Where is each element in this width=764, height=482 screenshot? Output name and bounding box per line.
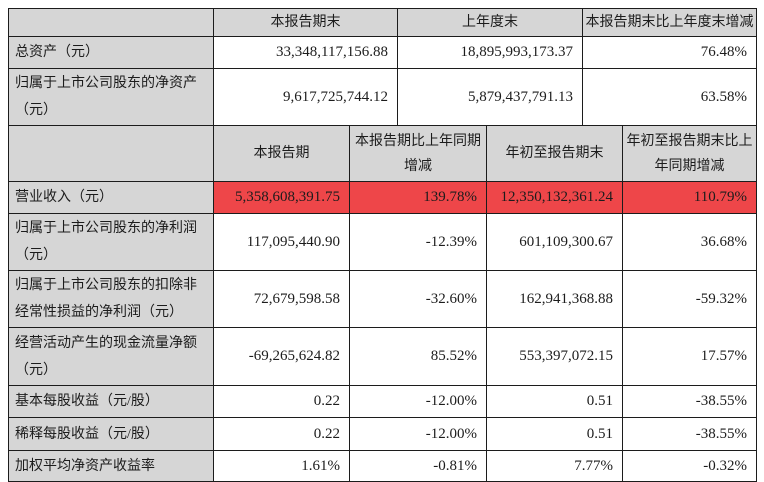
column-header-current-period-end: 本报告期末: [213, 8, 398, 37]
row-label: 归属于上市公司股东的净利润（元）: [8, 213, 214, 271]
value-cell-highlighted: 139.78%: [349, 181, 487, 214]
value-cell: 0.51: [486, 385, 623, 418]
row-net-profit-after-deductions: 归属于上市公司股东的扣除非经常性损益的净利润（元） 72,679,598.58 …: [8, 270, 757, 328]
balance-header-row: 本报告期末 上年度末 本报告期末比上年度末增减: [8, 8, 757, 37]
row-label: 归属于上市公司股东的净资产（元）: [8, 68, 214, 126]
column-header-period-yoy-change: 本报告期比上年同期增减: [349, 125, 487, 182]
row-net-profit: 归属于上市公司股东的净利润（元） 117,095,440.90 -12.39% …: [8, 213, 757, 271]
row-label: 稀释每股收益（元/股）: [8, 417, 214, 451]
value-cell: 76.48%: [582, 36, 757, 69]
row-label: 归属于上市公司股东的扣除非经常性损益的净利润（元）: [8, 270, 214, 328]
value-cell: -69,265,624.82: [213, 327, 350, 386]
value-cell: 85.52%: [349, 327, 487, 386]
value-cell: 601,109,300.67: [486, 213, 623, 271]
value-cell: 18,895,993,173.37: [397, 36, 583, 69]
value-cell-highlighted: 12,350,132,361.24: [486, 181, 623, 214]
column-header-current-period: 本报告期: [213, 125, 350, 182]
corner-cell: [8, 8, 214, 37]
income-summary-table: 本报告期 本报告期比上年同期增减 年初至报告期末 年初至报告期末比上年同期增减 …: [8, 125, 757, 482]
column-header-ytd-yoy-change: 年初至报告期末比上年同期增减: [622, 125, 757, 182]
value-cell: -12.39%: [349, 213, 487, 271]
balance-summary-table: 本报告期末 上年度末 本报告期末比上年度末增减 总资产（元） 33,348,11…: [8, 8, 757, 126]
row-diluted-eps: 稀释每股收益（元/股） 0.22 -12.00% 0.51 -38.55%: [8, 417, 757, 451]
value-cell: 17.57%: [622, 327, 757, 386]
value-cell: 5,879,437,791.13: [397, 68, 583, 126]
value-cell: 7.77%: [486, 450, 623, 482]
row-label: 总资产（元）: [8, 36, 214, 69]
value-cell: 0.22: [213, 385, 350, 418]
value-cell: -59.32%: [622, 270, 757, 328]
row-label: 经营活动产生的现金流量净额（元）: [8, 327, 214, 386]
value-cell-highlighted: 5,358,608,391.75: [213, 181, 350, 214]
value-cell: -32.60%: [349, 270, 487, 328]
row-label: 加权平均净资产收益率: [8, 450, 214, 482]
report-summary-sheet: 本报告期末 上年度末 本报告期末比上年度末增减 总资产（元） 33,348,11…: [8, 8, 757, 482]
value-cell-highlighted: 110.79%: [622, 181, 757, 214]
value-cell: -0.32%: [622, 450, 757, 482]
value-cell: 33,348,117,156.88: [213, 36, 398, 69]
value-cell: 72,679,598.58: [213, 270, 350, 328]
value-cell: -0.81%: [349, 450, 487, 482]
column-header-prior-year-end: 上年度末: [397, 8, 583, 37]
row-basic-eps: 基本每股收益（元/股） 0.22 -12.00% 0.51 -38.55%: [8, 385, 757, 418]
column-header-change-vs-prior-year-end: 本报告期末比上年度末增减: [582, 8, 757, 37]
value-cell: 36.68%: [622, 213, 757, 271]
value-cell: -38.55%: [622, 385, 757, 418]
row-label: 基本每股收益（元/股）: [8, 385, 214, 418]
value-cell: 553,397,072.15: [486, 327, 623, 386]
value-cell: 1.61%: [213, 450, 350, 482]
value-cell: 0.22: [213, 417, 350, 451]
row-weighted-average-roe: 加权平均净资产收益率 1.61% -0.81% 7.77% -0.32%: [8, 450, 757, 482]
column-header-year-to-date: 年初至报告期末: [486, 125, 623, 182]
row-net-assets: 归属于上市公司股东的净资产（元） 9,617,725,744.12 5,879,…: [8, 68, 757, 126]
row-total-assets: 总资产（元） 33,348,117,156.88 18,895,993,173.…: [8, 36, 757, 69]
income-header-row: 本报告期 本报告期比上年同期增减 年初至报告期末 年初至报告期末比上年同期增减: [8, 125, 757, 182]
value-cell: -12.00%: [349, 417, 487, 451]
value-cell: 117,095,440.90: [213, 213, 350, 271]
row-operating-cash-flow: 经营活动产生的现金流量净额（元） -69,265,624.82 85.52% 5…: [8, 327, 757, 386]
value-cell: -12.00%: [349, 385, 487, 418]
corner-cell: [8, 125, 214, 182]
row-operating-revenue: 营业收入（元） 5,358,608,391.75 139.78% 12,350,…: [8, 181, 757, 214]
value-cell: 63.58%: [582, 68, 757, 126]
value-cell: 0.51: [486, 417, 623, 451]
value-cell: 9,617,725,744.12: [213, 68, 398, 126]
value-cell: -38.55%: [622, 417, 757, 451]
value-cell: 162,941,368.88: [486, 270, 623, 328]
row-label: 营业收入（元）: [8, 181, 214, 214]
